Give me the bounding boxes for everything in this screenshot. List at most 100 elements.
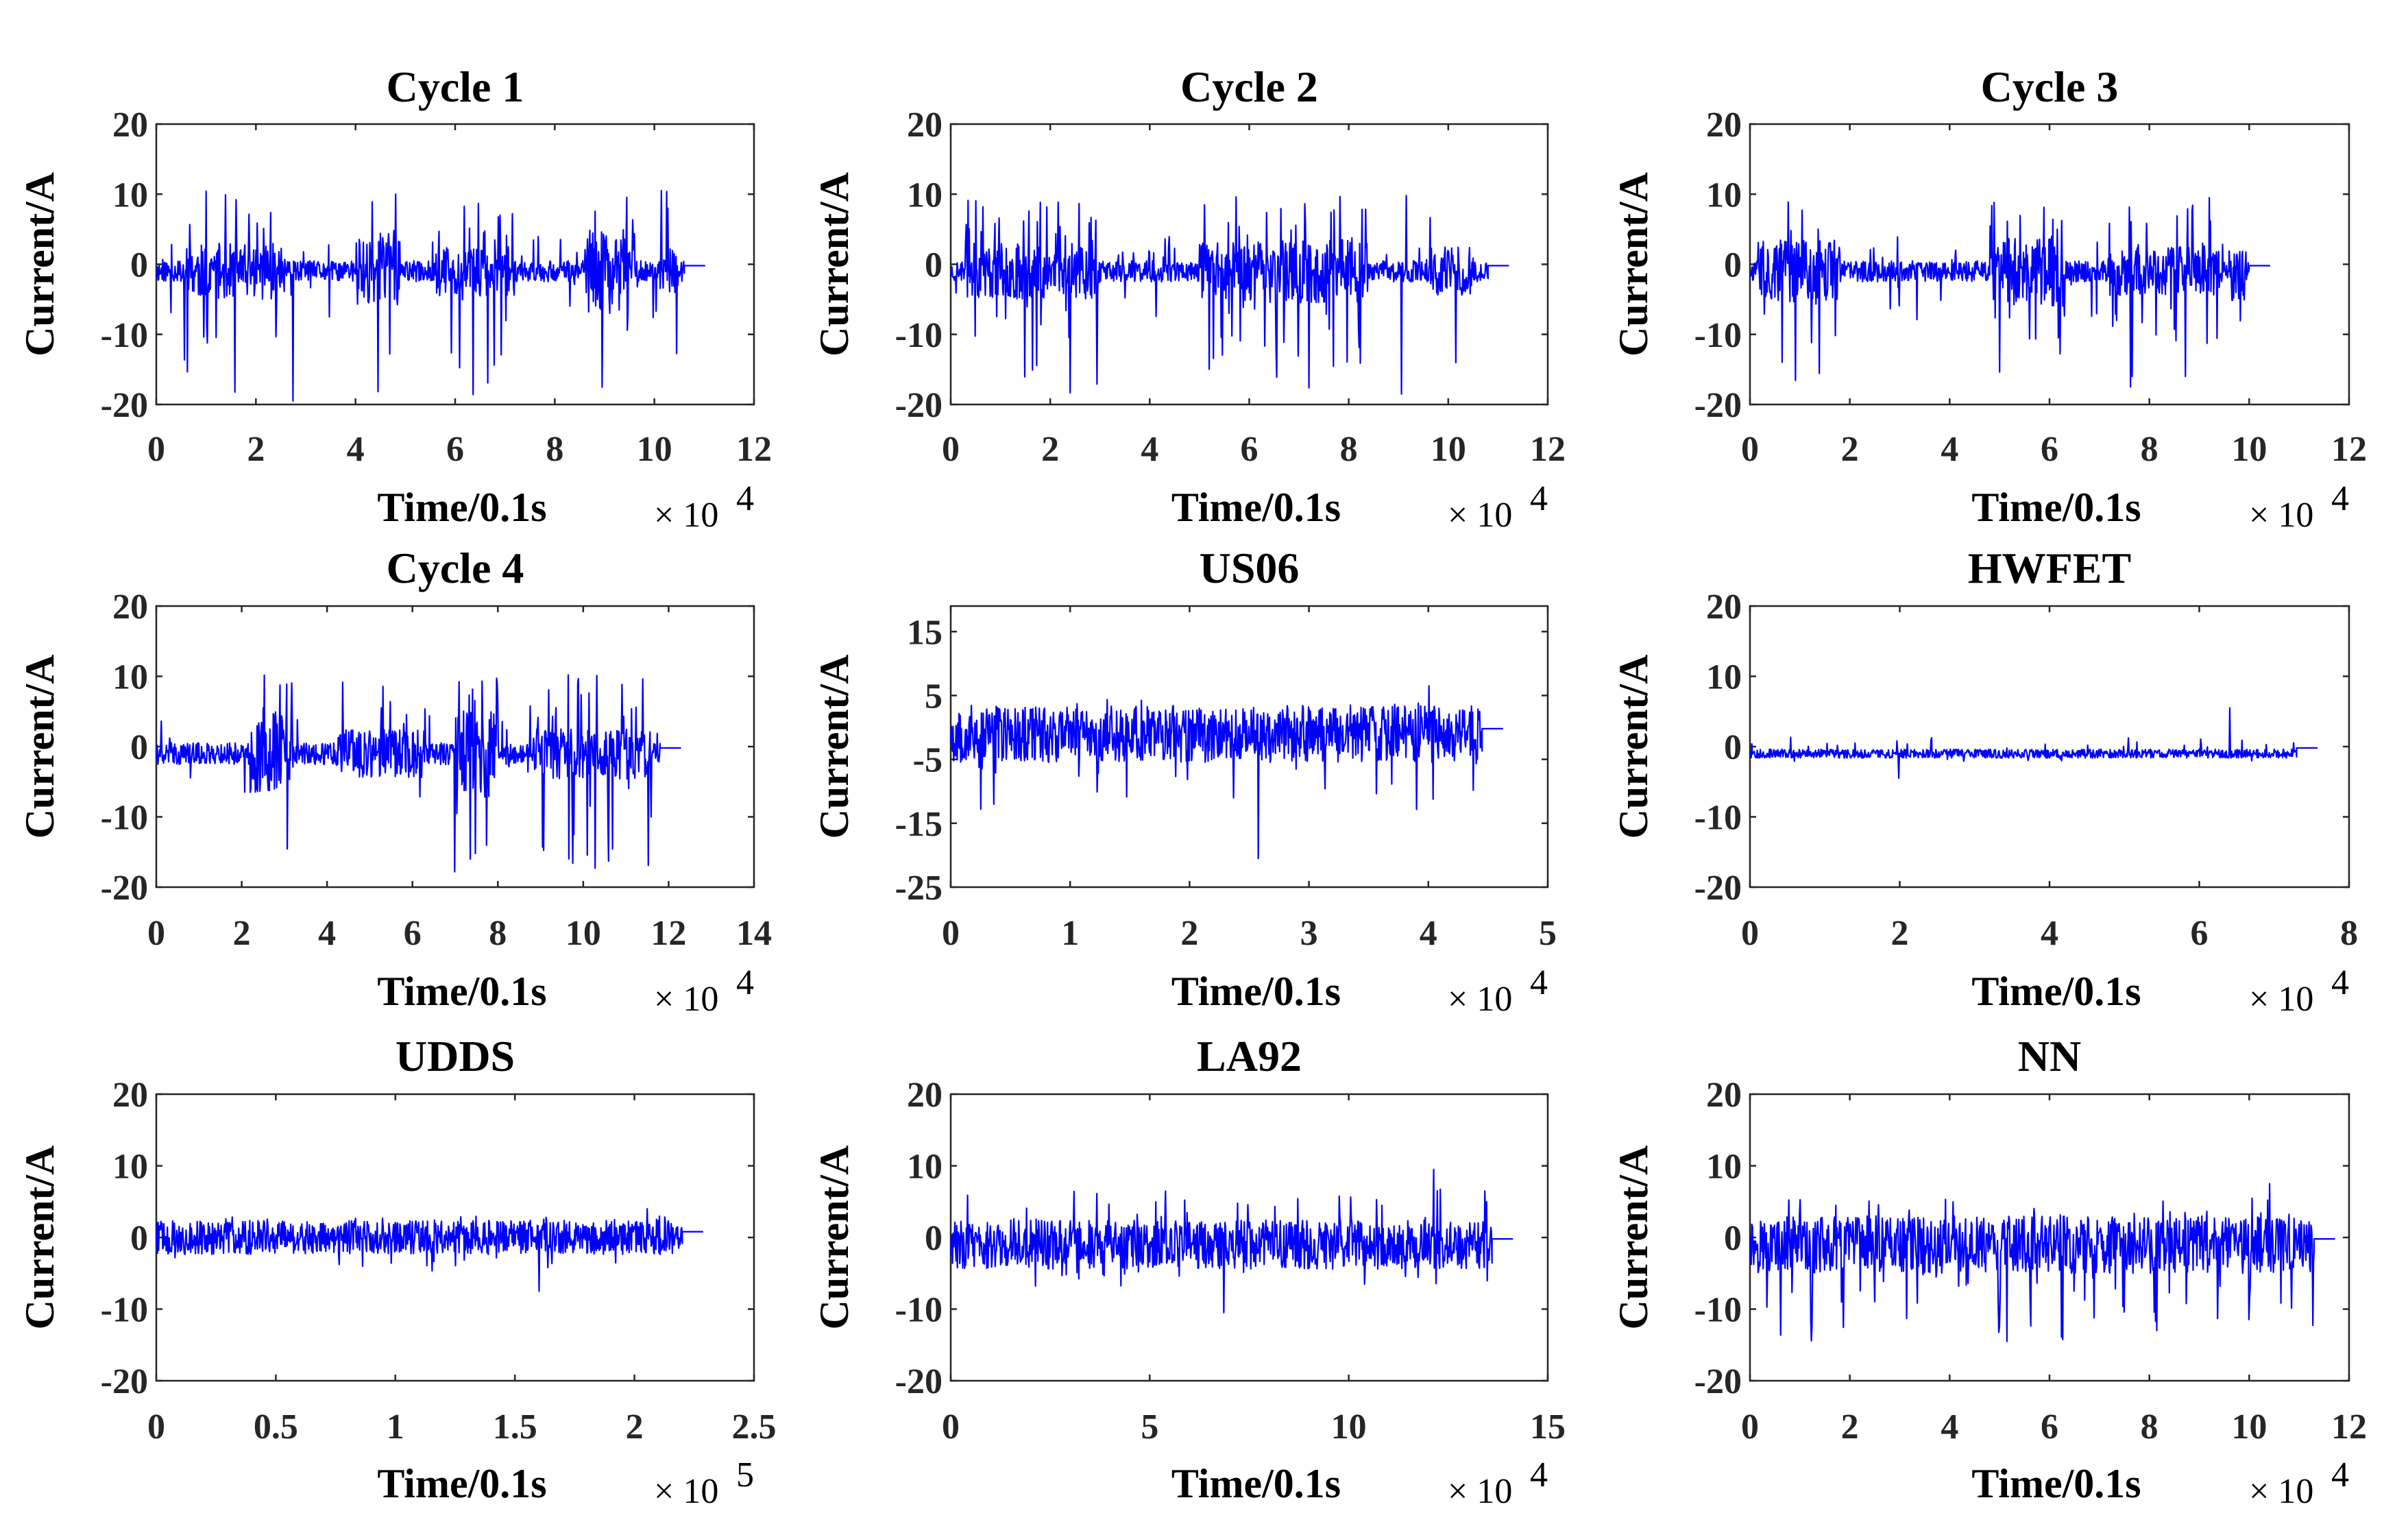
y-tick-label: -25: [895, 869, 942, 908]
plot-title: Cycle 3: [1981, 62, 2119, 111]
x-tick-label: 8: [489, 914, 507, 953]
x-tick-label: 2: [233, 914, 251, 953]
x-tick-label: 8: [1340, 430, 1358, 469]
y-tick-label: 0: [925, 246, 942, 285]
x-tick-label: 12: [650, 914, 686, 953]
x-axis-label: Time/0.1s: [377, 485, 546, 530]
x-tick-label: 12: [2331, 1407, 2367, 1447]
x-multiplier: × 10: [654, 496, 718, 535]
x-tick-label: 5: [1539, 914, 1557, 953]
y-tick-label: -10: [1694, 316, 1742, 355]
x-tick-label: 2: [247, 430, 265, 469]
x-tick-label: 6: [446, 430, 464, 469]
x-exponent: 5: [736, 1455, 754, 1495]
y-tick-label: -10: [101, 1291, 148, 1330]
x-tick-label: 10: [1431, 430, 1466, 469]
y-tick-label: 20: [1706, 106, 1742, 145]
y-tick-label: 20: [907, 1076, 942, 1115]
current-series-line: [949, 1168, 1513, 1314]
plot-title: Cycle 4: [387, 544, 524, 592]
y-tick-label: 20: [1706, 1076, 1742, 1115]
y-tick-label: -20: [1694, 1362, 1742, 1401]
y-tick-label: 15: [907, 613, 942, 652]
x-tick-label: 5: [1141, 1407, 1158, 1447]
x-multiplier: × 10: [1448, 1472, 1512, 1511]
y-tick-label: -20: [101, 386, 148, 425]
x-axis-label: Time/0.1s: [1171, 485, 1341, 530]
x-tick-label: 0: [1741, 914, 1759, 953]
x-tick-label: 4: [1141, 430, 1158, 469]
x-tick-label: 1: [387, 1407, 404, 1447]
x-multiplier: × 10: [654, 1472, 718, 1511]
y-tick-label: -20: [101, 1362, 148, 1401]
subplot-6: HWFET 0 2 4 6 8 20 10 0 -10 -20 Time/0.1s × 10 4 Curre…: [1611, 544, 2358, 1019]
current-series-line: [1749, 707, 2318, 779]
y-tick-label: -20: [1694, 869, 1742, 908]
x-tick-label: 10: [565, 914, 601, 953]
y-tick-label: -10: [895, 1291, 942, 1330]
y-tick-label: 0: [130, 1219, 148, 1258]
subplot-8: LA92 0 5 10 15 20 10 0 -10 -20 Time/0.1s × 10 4 Curre…: [812, 1032, 1566, 1511]
plot-title: HWFET: [1968, 544, 2131, 592]
y-tick-label: 0: [1724, 246, 1742, 285]
y-axis-label: Current/A: [17, 1146, 62, 1330]
x-tick-label: 4: [2041, 914, 2058, 953]
x-tick-label: 8: [546, 430, 563, 469]
y-tick-label: 0: [925, 1219, 942, 1258]
y-tick-label: 0: [1724, 1219, 1742, 1258]
x-axis-label: Time/0.1s: [1971, 1461, 2141, 1506]
x-tick-label: 8: [2141, 430, 2158, 469]
x-multiplier: × 10: [1448, 980, 1512, 1019]
x-exponent: 4: [1530, 479, 1548, 518]
plot-frame: [1749, 605, 2350, 889]
subplot-7: UDDS 0 0.5 1 1.5 2 2.5 20 10 0 -10 -20 Time/0.1s × 10…: [17, 1032, 777, 1511]
y-tick-label: 10: [112, 1148, 148, 1187]
y-tick-label: 10: [112, 658, 148, 697]
y-tick-label: 20: [907, 106, 942, 145]
y-axis-label: Current/A: [812, 1146, 857, 1330]
plot-title: UDDS: [396, 1032, 515, 1080]
x-tick-label: 2: [626, 1407, 644, 1447]
x-tick-label: 0: [942, 914, 960, 953]
x-axis-label: Time/0.1s: [1971, 485, 2141, 530]
x-tick-label: 4: [347, 430, 365, 469]
plot-title: Cycle 1: [387, 62, 524, 111]
current-series-line: [949, 195, 1509, 395]
y-tick-label: -15: [895, 805, 942, 844]
y-tick-label: 0: [130, 246, 148, 285]
current-series-line: [949, 685, 1503, 860]
x-tick-label: 0.5: [254, 1407, 298, 1447]
x-tick-label: 6: [2191, 914, 2209, 953]
plot-title: Cycle 2: [1180, 62, 1318, 111]
plot-title: LA92: [1197, 1032, 1302, 1080]
x-multiplier: × 10: [2249, 496, 2313, 535]
x-tick-label: 8: [2141, 1407, 2158, 1447]
x-tick-label: 2: [1841, 1407, 1859, 1447]
x-multiplier: × 10: [2249, 980, 2313, 1019]
x-tick-label: 4: [318, 914, 336, 953]
x-tick-label: 10: [637, 430, 672, 469]
y-tick-label: 10: [112, 176, 148, 215]
y-tick-label: 10: [1706, 176, 1742, 215]
y-tick-label: -10: [1694, 1291, 1742, 1330]
x-tick-label: 2: [1841, 430, 1859, 469]
y-tick-label: 0: [1724, 728, 1742, 767]
x-tick-label: 12: [736, 430, 772, 469]
y-tick-label: 10: [1706, 658, 1742, 697]
y-tick-label: 10: [1706, 1148, 1742, 1187]
y-axis-label: Current/A: [812, 172, 857, 356]
x-tick-label: 12: [2331, 430, 2367, 469]
x-axis-label: Time/0.1s: [1171, 969, 1341, 1014]
x-tick-label: 12: [1530, 430, 1566, 469]
x-exponent: 4: [1530, 1455, 1548, 1495]
subplot-2: Cycle 2 0 2 4 6 8 10 12 20 10 0 -10 -20 Time/0.1s × 10…: [812, 62, 1566, 535]
y-tick-label: -20: [101, 869, 148, 908]
x-tick-label: 3: [1300, 914, 1318, 953]
x-tick-label: 6: [404, 914, 422, 953]
y-tick-label: -10: [101, 316, 148, 355]
y-tick-label: -20: [1694, 386, 1742, 425]
x-tick-label: 10: [1331, 1407, 1367, 1447]
x-tick-label: 0: [147, 1407, 165, 1447]
x-axis-label: Time/0.1s: [377, 1461, 546, 1506]
x-exponent: 4: [736, 479, 754, 518]
